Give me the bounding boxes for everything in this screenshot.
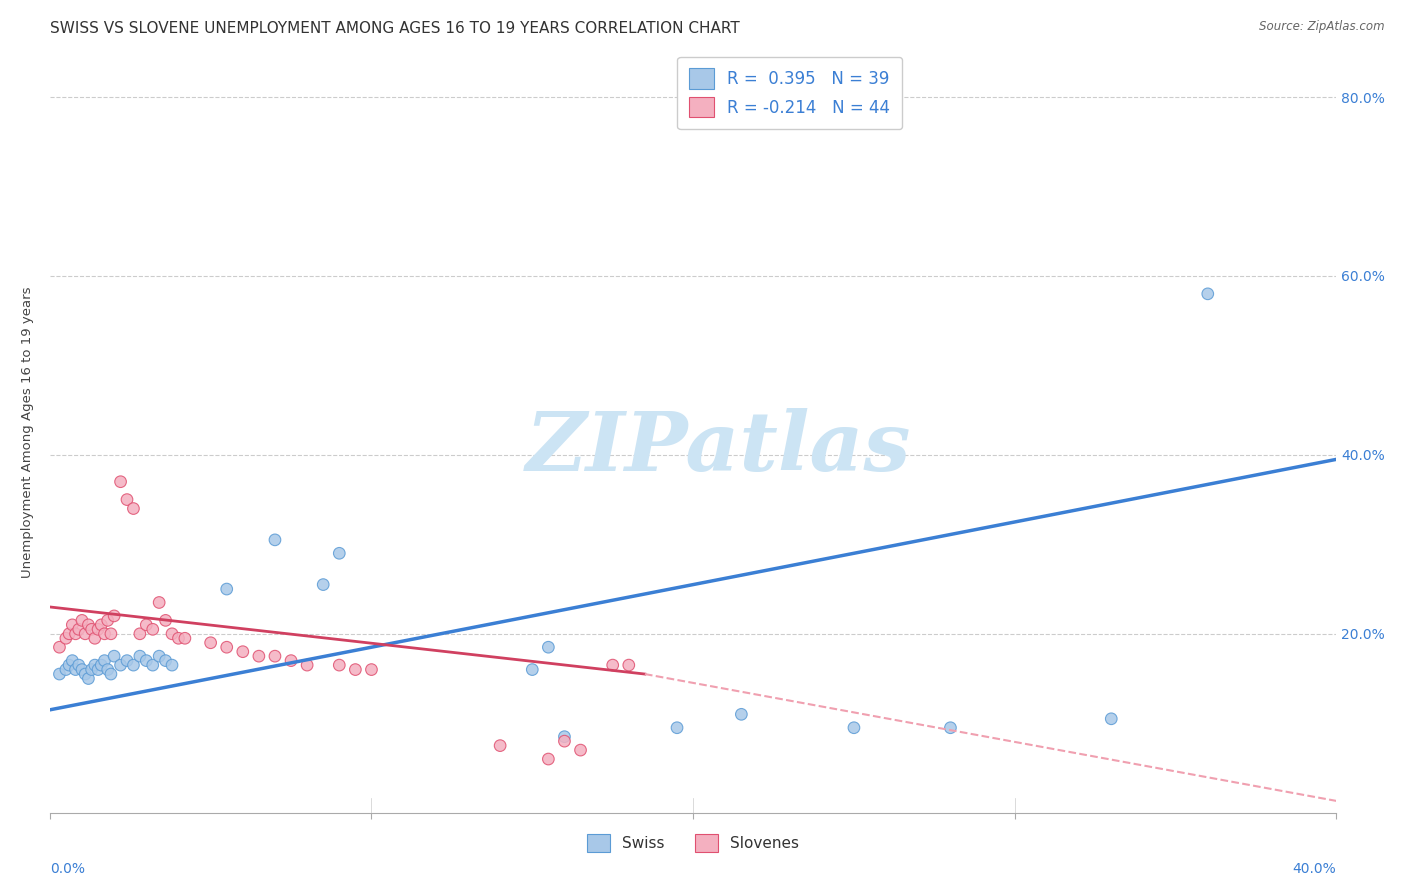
Point xyxy=(135,618,157,632)
Point xyxy=(160,658,183,673)
Point xyxy=(90,658,112,673)
Point xyxy=(142,623,165,637)
Point xyxy=(939,721,962,735)
Point xyxy=(75,667,97,681)
Text: Source: ZipAtlas.com: Source: ZipAtlas.com xyxy=(1260,20,1385,33)
Point xyxy=(247,649,270,664)
Point xyxy=(200,636,222,650)
Point xyxy=(80,663,103,677)
Point xyxy=(280,654,302,668)
Point xyxy=(75,627,97,641)
Point xyxy=(730,707,752,722)
Point xyxy=(70,663,93,677)
Point xyxy=(328,658,350,673)
Point xyxy=(148,595,170,609)
Point xyxy=(142,658,165,673)
Point xyxy=(110,658,132,673)
Point xyxy=(128,649,150,664)
Point xyxy=(67,623,90,637)
Point xyxy=(103,649,125,664)
Point xyxy=(83,658,105,673)
Point xyxy=(100,667,122,681)
Point xyxy=(103,608,125,623)
Point xyxy=(553,734,575,748)
Point xyxy=(135,654,157,668)
Point xyxy=(65,663,87,677)
Point xyxy=(360,663,382,677)
Point xyxy=(87,623,110,637)
Point xyxy=(1099,712,1122,726)
Y-axis label: Unemployment Among Ages 16 to 19 years: Unemployment Among Ages 16 to 19 years xyxy=(21,286,34,578)
Point xyxy=(602,658,624,673)
Point xyxy=(167,632,190,646)
Point xyxy=(489,739,512,753)
Point xyxy=(93,627,115,641)
Point xyxy=(617,658,640,673)
Legend: Swiss, Slovenes: Swiss, Slovenes xyxy=(581,828,806,858)
Point xyxy=(122,658,145,673)
Point xyxy=(569,743,592,757)
Point xyxy=(87,663,110,677)
Point xyxy=(295,658,318,673)
Point xyxy=(97,613,120,627)
Point xyxy=(666,721,689,735)
Point xyxy=(115,492,138,507)
Point xyxy=(60,654,83,668)
Point xyxy=(155,613,177,627)
Point xyxy=(60,618,83,632)
Point xyxy=(522,663,544,677)
Point xyxy=(264,533,287,547)
Point xyxy=(65,627,87,641)
Point xyxy=(48,667,70,681)
Point xyxy=(215,640,238,655)
Point xyxy=(55,632,77,646)
Point xyxy=(553,730,575,744)
Point xyxy=(110,475,132,489)
Point xyxy=(148,649,170,664)
Point xyxy=(100,627,122,641)
Point xyxy=(174,632,197,646)
Point xyxy=(215,582,238,596)
Point xyxy=(122,501,145,516)
Point xyxy=(344,663,367,677)
Point xyxy=(83,632,105,646)
Point xyxy=(70,613,93,627)
Point xyxy=(48,640,70,655)
Point xyxy=(55,663,77,677)
Point xyxy=(537,752,560,766)
Point xyxy=(1197,286,1219,301)
Point xyxy=(93,654,115,668)
Point xyxy=(232,645,254,659)
Text: ZIPatlas: ZIPatlas xyxy=(526,408,911,488)
Point xyxy=(80,623,103,637)
Point xyxy=(58,627,80,641)
Point xyxy=(77,672,100,686)
Point xyxy=(328,546,350,560)
Point xyxy=(537,640,560,655)
Point xyxy=(312,577,335,591)
Point xyxy=(128,627,150,641)
Point xyxy=(842,721,865,735)
Point xyxy=(160,627,183,641)
Point xyxy=(67,658,90,673)
Point xyxy=(90,618,112,632)
Point xyxy=(155,654,177,668)
Text: SWISS VS SLOVENE UNEMPLOYMENT AMONG AGES 16 TO 19 YEARS CORRELATION CHART: SWISS VS SLOVENE UNEMPLOYMENT AMONG AGES… xyxy=(49,21,740,36)
Text: 0.0%: 0.0% xyxy=(49,862,84,876)
Point xyxy=(58,658,80,673)
Point xyxy=(77,618,100,632)
Point xyxy=(97,663,120,677)
Text: 40.0%: 40.0% xyxy=(1292,862,1337,876)
Point xyxy=(115,654,138,668)
Point xyxy=(264,649,287,664)
